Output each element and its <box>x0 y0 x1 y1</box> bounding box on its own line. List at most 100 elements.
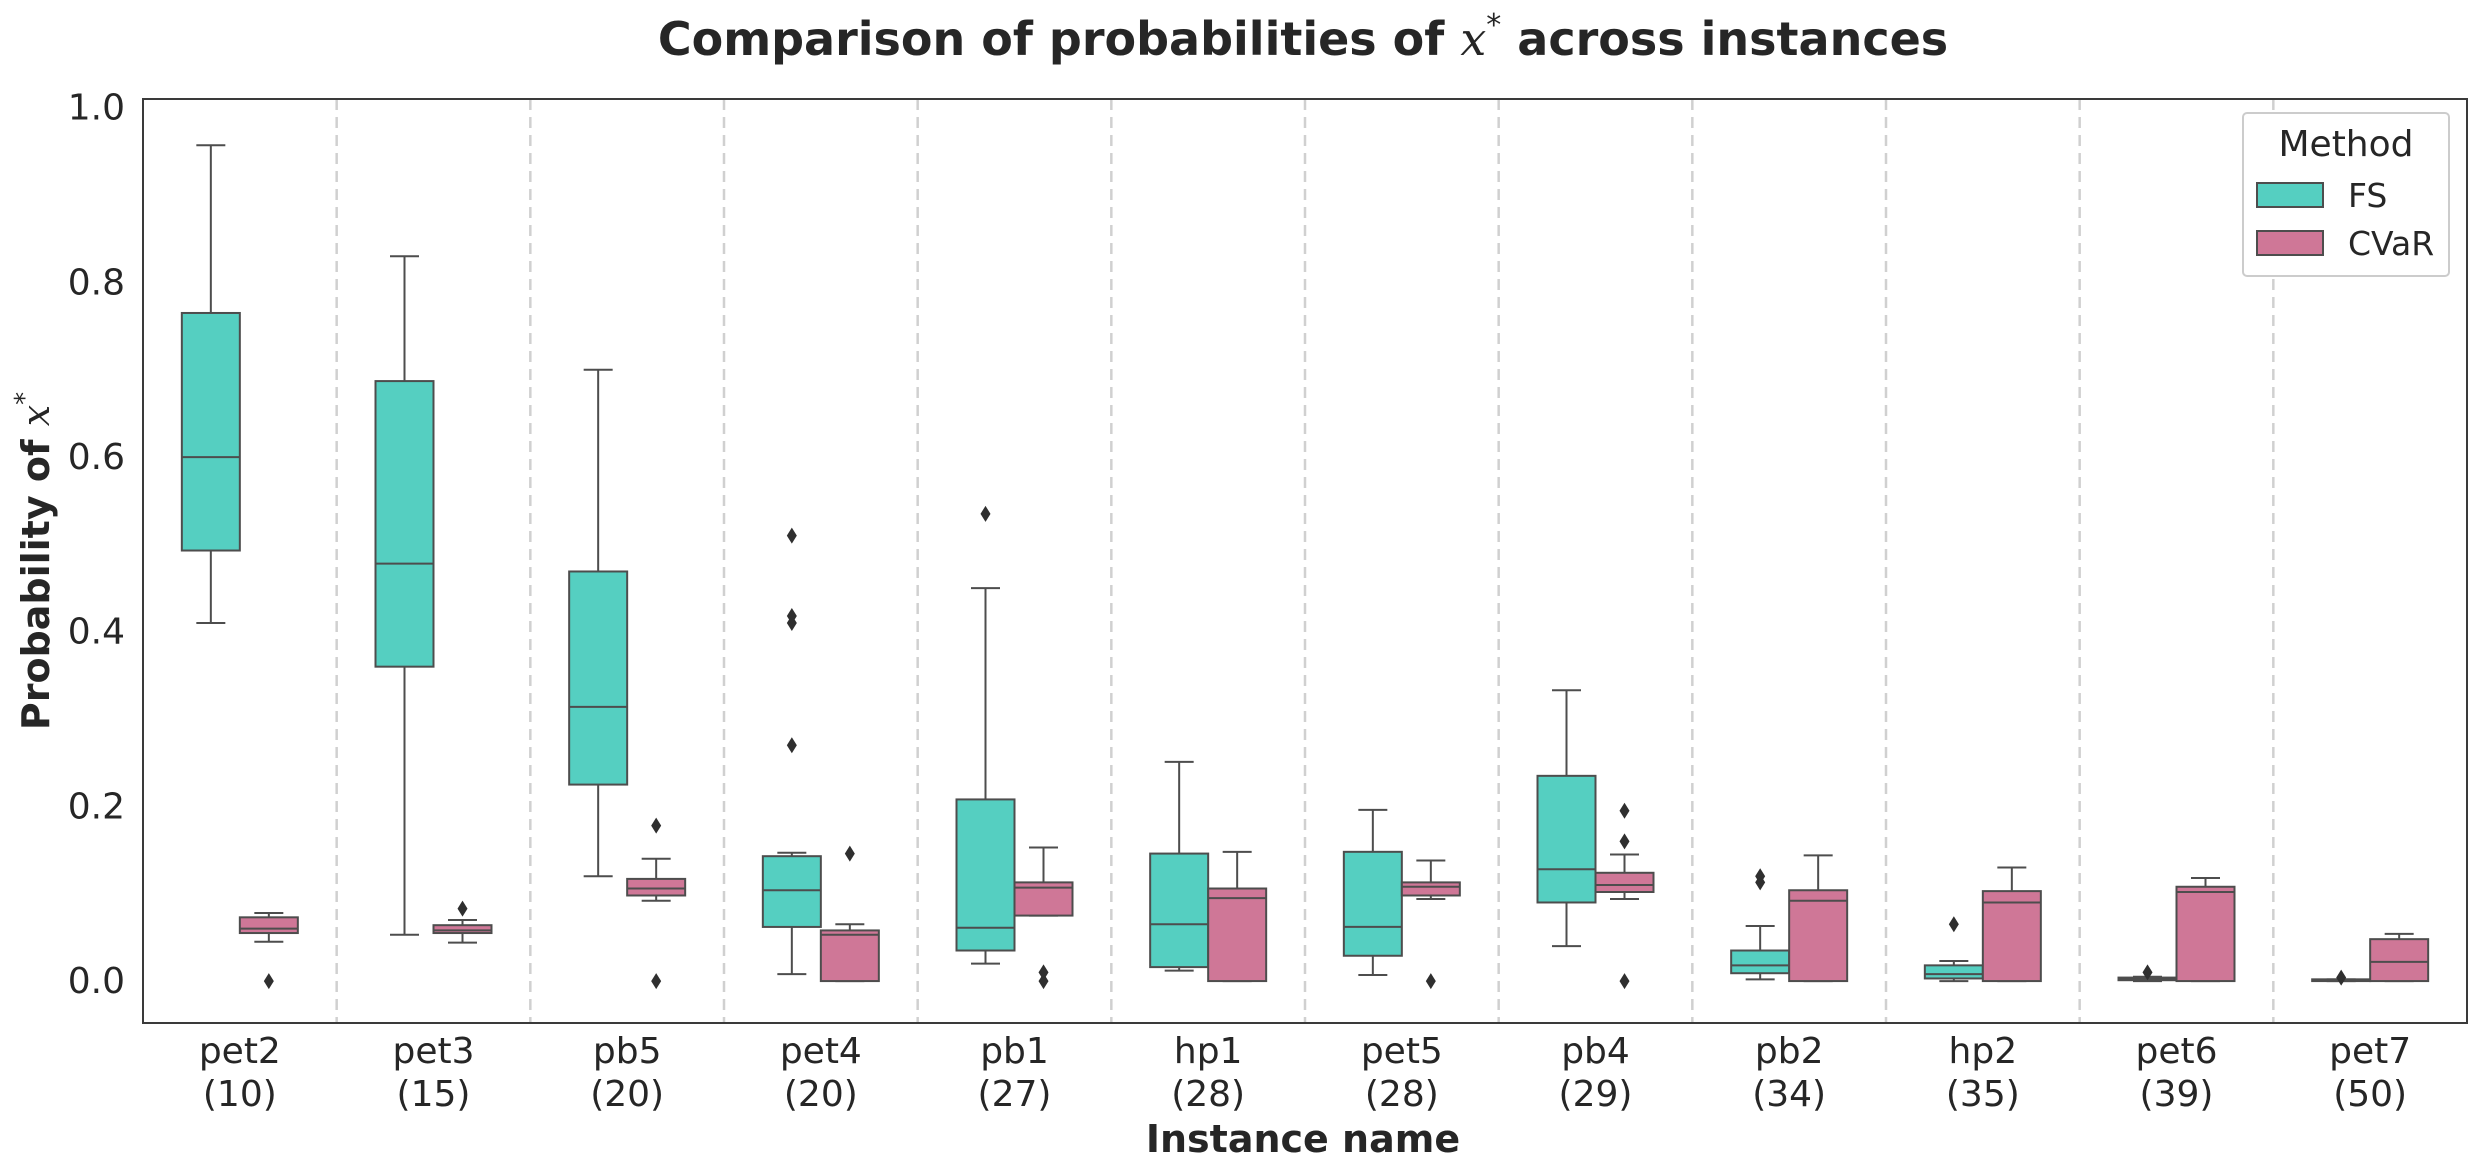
box-fs-pet4 <box>761 527 822 976</box>
box-iqr <box>955 798 1016 952</box>
box-iqr <box>432 924 493 935</box>
box-iqr <box>819 929 880 983</box>
legend-swatch-fs <box>2256 182 2324 208</box>
x-tick-label-count: (50) <box>2333 1074 2407 1115</box>
box-cvar-pet5 <box>1400 859 1461 990</box>
box-fs-pet7 <box>2311 969 2372 986</box>
outlier-point <box>651 973 662 990</box>
box-cvar-pb5 <box>626 817 687 990</box>
box-cvar-pet4 <box>819 845 880 983</box>
title-suffix: across instances <box>1501 12 1948 66</box>
legend-label-fs: FS <box>2348 176 2387 215</box>
box-cvar-pet6 <box>2175 877 2236 983</box>
outlier-point <box>1425 973 1436 990</box>
x-axis-ticks: pet2(10)pet3(15)pb5(20)pet4(20)pb1(27)hp… <box>199 1031 2411 1115</box>
x-tick-label-count: (28) <box>1365 1074 1439 1115</box>
outlier-point <box>1619 802 1630 819</box>
box-iqr <box>238 916 299 935</box>
x-axis-label: Instance name <box>1146 1117 1460 1161</box>
box-fs-pet3 <box>374 255 435 936</box>
box-iqr <box>374 380 435 668</box>
chart-title: Comparison of probabilities of x* across… <box>658 8 1948 66</box>
x-tick-label-count: (39) <box>2140 1074 2214 1115</box>
box-fs-pb2 <box>1730 868 1791 981</box>
box-iqr <box>1207 887 1268 983</box>
box-fs-pb5 <box>568 368 629 878</box>
x-tick-label-name: pet2 <box>199 1031 281 1072</box>
y-tick-label: 0.2 <box>68 786 125 827</box>
outlier-point <box>786 737 797 754</box>
title-prefix: Comparison of probabilities of <box>658 12 1460 66</box>
outlier-point <box>1948 916 1959 933</box>
x-tick-label-count: (34) <box>1752 1074 1826 1115</box>
x-tick-label-count: (10) <box>203 1074 277 1115</box>
x-tick-label-name: hp2 <box>1949 1031 2018 1072</box>
x-tick-label-name: pb5 <box>593 1031 662 1072</box>
outlier-point <box>844 845 855 862</box>
box-iqr <box>568 570 629 786</box>
outlier-point <box>1619 833 1630 850</box>
box-cvar-pb1 <box>1013 846 1074 990</box>
outlier-point <box>2142 964 2153 981</box>
box-cvar-pet2 <box>238 911 299 990</box>
box-cvar-hp2 <box>1981 866 2042 983</box>
outlier-point <box>651 817 662 834</box>
y-tick-label: 0.6 <box>68 437 125 478</box>
box-iqr <box>626 877 687 897</box>
x-tick-label-name: pet3 <box>392 1031 474 1072</box>
outlier-point <box>263 973 274 990</box>
box-iqr <box>1788 889 1849 983</box>
box-fs-pb4 <box>1536 689 1597 948</box>
title-superscript: * <box>1486 8 1501 43</box>
box-iqr <box>761 855 822 928</box>
y-axis-label-prefix: Probability of <box>14 426 58 730</box>
y-axis-label: Probability of x* <box>10 392 58 730</box>
legend-swatch-cvar <box>2256 230 2324 256</box>
outlier-point <box>2336 969 2347 986</box>
outlier-point <box>980 505 991 522</box>
x-tick-label-count: (15) <box>397 1074 471 1115</box>
box-iqr <box>1730 949 1791 975</box>
y-axis-label-variable: x <box>14 405 58 426</box>
box-iqr <box>1400 881 1461 897</box>
outlier-point <box>457 900 468 917</box>
x-tick-label-count: (29) <box>1559 1074 1633 1115</box>
x-tick-label-name: pet4 <box>780 1031 862 1072</box>
x-tick-label-count: (20) <box>784 1074 858 1115</box>
box-fs-hp1 <box>1149 760 1210 972</box>
outlier-point <box>1755 868 1766 885</box>
outlier-point <box>1038 964 1049 981</box>
box-cvar-pb4 <box>1594 802 1655 990</box>
outlier-point <box>1038 973 1049 990</box>
x-tick-label-name: pet6 <box>2135 1031 2217 1072</box>
box-iqr <box>180 311 241 552</box>
box-fs-pet6 <box>2117 964 2178 983</box>
box-iqr <box>1923 964 1984 980</box>
plot-area-frame <box>142 98 2468 1024</box>
box-iqr <box>1594 871 1655 893</box>
x-tick-label-count: (35) <box>1946 1074 2020 1115</box>
x-tick-label-count: (27) <box>978 1074 1052 1115</box>
x-tick-label-name: pet5 <box>1361 1031 1443 1072</box>
box-series-group <box>180 144 2430 990</box>
legend: Method FS CVaR <box>2242 112 2450 277</box>
box-iqr <box>1342 850 1403 957</box>
x-tick-label-name: hp1 <box>1174 1031 1243 1072</box>
x-tick-label-name: pb4 <box>1561 1031 1630 1072</box>
box-cvar-pet7 <box>2369 932 2430 983</box>
box-fs-pet2 <box>180 144 241 625</box>
box-iqr <box>1149 852 1210 969</box>
box-fs-pet5 <box>1342 808 1403 976</box>
box-cvar-hp1 <box>1207 850 1268 983</box>
y-tick-label: 0.4 <box>68 612 125 653</box>
box-cvar-pb2 <box>1788 854 1849 983</box>
box-iqr <box>2369 938 2430 983</box>
box-iqr <box>2175 885 2236 983</box>
y-axis-ticks: 0.0 0.2 0.4 0.6 0.8 1.0 <box>68 88 125 1002</box>
x-tick-label-name: pb1 <box>980 1031 1049 1072</box>
box-cvar-pet3 <box>432 900 493 944</box>
legend-title: Method <box>2278 124 2413 165</box>
title-variable: x <box>1460 12 1486 66</box>
y-axis-label-superscript: * <box>10 392 40 405</box>
